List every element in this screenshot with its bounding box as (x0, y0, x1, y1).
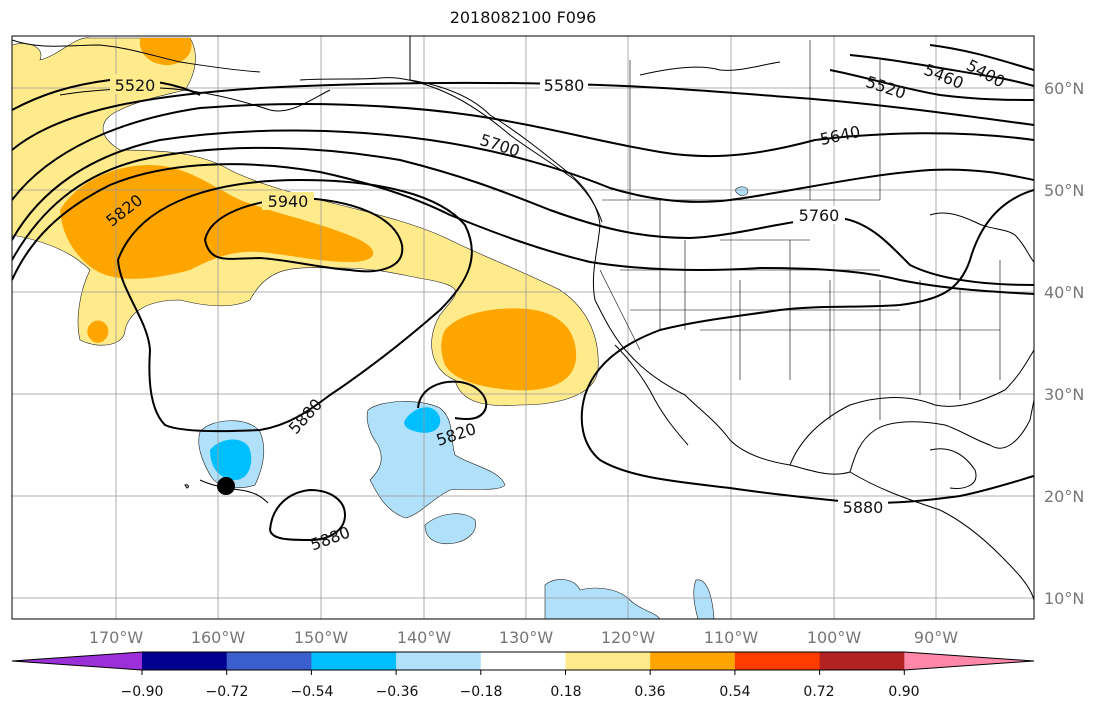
anomaly-fill-blue (210, 439, 252, 480)
contour-5700 (12, 129, 1034, 241)
anomaly-fill-light-blue-4 (544, 579, 661, 619)
colorbar-tick: 0.72 (803, 684, 834, 700)
contour-5400 (929, 44, 1034, 71)
north-america-coast (409, 36, 1034, 475)
colorbar-swatch (480, 652, 566, 670)
anomaly-fill-orange-3 (140, 38, 192, 66)
lat-label: 40°N (1044, 283, 1084, 302)
gulf-coast (789, 349, 1034, 466)
great-lakes (929, 212, 1034, 263)
siberia-coast (12, 39, 261, 73)
contour-5640 (12, 103, 1034, 201)
lon-label: 90°W (914, 628, 958, 647)
colorbar-swatch (311, 652, 397, 670)
colorbar-tick: 0.18 (550, 684, 581, 700)
colorbar-tick: −0.36 (376, 684, 419, 700)
lat-label: 10°N (1044, 589, 1084, 608)
anomaly-fill-light-blue-6 (693, 579, 715, 619)
lon-label: 150°W (294, 628, 349, 647)
anomaly-fill-orange-4 (87, 320, 109, 343)
hudson-bay (639, 61, 781, 76)
contour-5820 (12, 163, 1034, 295)
contour-5460 (849, 54, 1034, 87)
lat-label: 30°N (1044, 385, 1084, 404)
contour-label: 5880 (843, 498, 884, 517)
colorbar-swatch (565, 652, 651, 670)
anomaly-fill-blue-2 (404, 407, 441, 433)
contour-5880-big (116, 178, 473, 433)
contour-label: 5940 (268, 192, 309, 211)
colorbar-swatch (226, 652, 312, 670)
aleutians (59, 87, 331, 112)
colorbar (11, 651, 1035, 675)
location-marker (217, 477, 235, 495)
map-title: 2018082100 F096 (449, 8, 597, 27)
colorbar-swatch (650, 652, 736, 670)
lon-label: 100°W (807, 628, 862, 647)
anomaly-fill-light-blue (366, 401, 506, 519)
contour-label: 5520 (115, 76, 156, 95)
lat-label: 50°N (1044, 181, 1084, 200)
island-small-1 (184, 484, 189, 489)
colorbar-tick: −0.72 (206, 684, 249, 700)
contour-5760 (12, 146, 1034, 286)
colorbar-swatch (819, 652, 905, 670)
coastlines (12, 36, 1034, 601)
baja-coast (614, 344, 689, 446)
colorbar-swatch (396, 652, 482, 670)
lon-label: 170°W (89, 628, 144, 647)
yucatan-coast (929, 448, 977, 489)
negative-anomaly-fill (198, 186, 749, 619)
lon-label: 120°W (601, 628, 656, 647)
anomaly-fill-light-blue-3 (424, 513, 476, 545)
lon-label: 110°W (704, 628, 759, 647)
colorbar-ticks: −0.90 −0.72 −0.54 −0.36 −0.18 0.18 0.36 … (121, 684, 920, 700)
lon-label: 140°W (397, 628, 452, 647)
lat-label: 60°N (1044, 79, 1084, 98)
contour-5520-west (12, 78, 201, 111)
colorbar-swatch (734, 652, 821, 670)
map-frame (11, 35, 1035, 620)
colorbar-tick: 0.54 (719, 684, 750, 700)
alaska-coast (299, 77, 603, 223)
anomaly-fill-orange-2 (441, 308, 577, 391)
colorbar-tick: −0.54 (291, 684, 334, 700)
contour-5880-hawaii (269, 488, 347, 542)
island-hawaii (199, 479, 269, 504)
contour-5820-loop (417, 380, 488, 420)
central-america-coast (849, 471, 1034, 601)
colorbar-extend-min (12, 652, 142, 670)
latitude-labels: 60°N 50°N 40°N 30°N 20°N 10°N (1044, 79, 1084, 608)
contour-labels: 5520 5580 5520 5460 5400 5700 5640 5820 … (102, 55, 1008, 554)
lon-label: 160°W (191, 628, 246, 647)
height-contours (12, 44, 1034, 542)
colorbar-swatch (142, 652, 228, 670)
contour-5520-east (829, 69, 1034, 101)
lat-label: 20°N (1044, 487, 1084, 506)
contour-label: 5580 (544, 76, 585, 95)
colorbar-extend-max (904, 652, 1034, 670)
lon-label: 130°W (499, 628, 554, 647)
colorbar-tick: 0.90 (888, 684, 919, 700)
colorbar-tick: 0.36 (634, 684, 665, 700)
colorbar-tick: −0.18 (460, 684, 503, 700)
longitude-labels: 170°W 160°W 150°W 140°W 130°W 120°W 110°… (89, 628, 958, 647)
colorbar-tick: −0.90 (121, 684, 164, 700)
contour-label: 5760 (799, 206, 840, 225)
anomaly-fill-light-blue-5 (734, 186, 749, 196)
